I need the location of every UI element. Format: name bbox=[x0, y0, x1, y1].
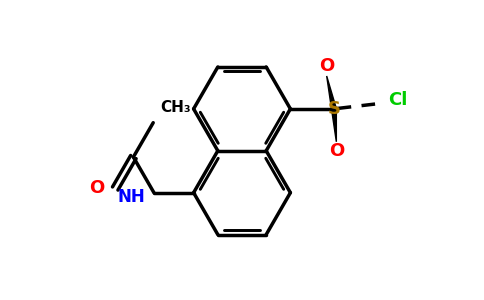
Polygon shape bbox=[332, 109, 336, 142]
Text: O: O bbox=[319, 57, 334, 75]
Polygon shape bbox=[327, 76, 336, 110]
Text: NH: NH bbox=[118, 188, 145, 206]
Text: O: O bbox=[90, 179, 105, 197]
Text: O: O bbox=[329, 142, 344, 160]
Text: S: S bbox=[328, 100, 340, 118]
Text: Cl: Cl bbox=[389, 91, 408, 109]
Text: CH₃: CH₃ bbox=[161, 100, 191, 116]
